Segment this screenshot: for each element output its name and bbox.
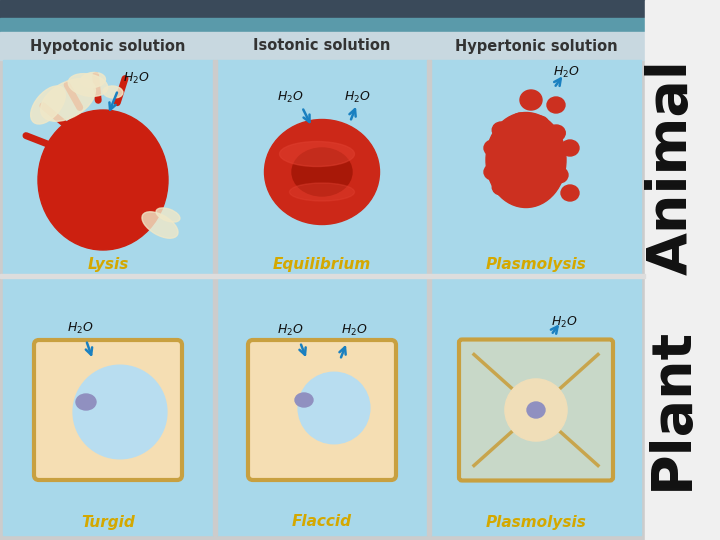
Bar	[217, 277, 427, 535]
Ellipse shape	[511, 113, 529, 129]
Text: $H_2O$: $H_2O$	[343, 90, 370, 105]
Text: Plasmolysis: Plasmolysis	[485, 258, 586, 273]
Ellipse shape	[40, 79, 96, 122]
Text: Hypotonic solution: Hypotonic solution	[30, 38, 186, 53]
Ellipse shape	[550, 167, 568, 183]
Bar	[3, 60, 213, 275]
Ellipse shape	[295, 393, 313, 407]
Bar	[431, 60, 641, 275]
Ellipse shape	[68, 73, 108, 96]
Ellipse shape	[264, 119, 379, 225]
Text: $H_2O$: $H_2O$	[67, 320, 94, 335]
Text: $H_2O$: $H_2O$	[551, 314, 577, 329]
Ellipse shape	[527, 402, 545, 418]
Ellipse shape	[484, 140, 502, 156]
Bar	[0, 274, 645, 278]
Text: $H_2O$: $H_2O$	[276, 90, 303, 105]
Ellipse shape	[38, 110, 168, 250]
FancyBboxPatch shape	[248, 340, 396, 480]
Ellipse shape	[156, 208, 180, 222]
Bar	[431, 277, 641, 535]
Text: Animal: Animal	[645, 59, 699, 275]
Ellipse shape	[484, 164, 502, 180]
Ellipse shape	[298, 372, 370, 444]
Ellipse shape	[31, 86, 66, 124]
Text: Flaccid: Flaccid	[292, 515, 352, 530]
Ellipse shape	[506, 188, 524, 204]
Ellipse shape	[492, 179, 510, 195]
Bar	[645, 0, 720, 540]
Bar	[3, 277, 213, 535]
Ellipse shape	[73, 365, 167, 459]
Bar	[217, 60, 427, 275]
FancyBboxPatch shape	[459, 340, 613, 481]
Text: $H_2O$: $H_2O$	[122, 70, 149, 85]
Ellipse shape	[81, 72, 105, 87]
Text: $H_2O$: $H_2O$	[553, 64, 580, 79]
Ellipse shape	[561, 140, 579, 156]
Bar	[0, 18, 645, 32]
Ellipse shape	[103, 86, 123, 98]
Ellipse shape	[531, 116, 549, 132]
Text: Plasmolysis: Plasmolysis	[485, 515, 586, 530]
Text: Plant: Plant	[645, 327, 699, 490]
Text: Hypertonic solution: Hypertonic solution	[455, 38, 617, 53]
Ellipse shape	[142, 212, 178, 238]
Ellipse shape	[76, 394, 96, 410]
Bar	[0, 32, 645, 60]
Ellipse shape	[547, 125, 565, 141]
FancyBboxPatch shape	[34, 340, 182, 480]
Bar	[427, 60, 431, 535]
Ellipse shape	[292, 148, 352, 196]
Ellipse shape	[536, 155, 554, 171]
Ellipse shape	[492, 122, 510, 138]
Text: Equilibrium: Equilibrium	[273, 258, 371, 273]
Text: Lysis: Lysis	[87, 258, 129, 273]
Ellipse shape	[547, 97, 565, 113]
Ellipse shape	[517, 146, 535, 162]
Ellipse shape	[486, 112, 566, 207]
Text: Turgid: Turgid	[81, 515, 135, 530]
Bar	[213, 60, 217, 535]
Ellipse shape	[289, 183, 354, 201]
Text: $H_2O$: $H_2O$	[276, 322, 303, 338]
Ellipse shape	[505, 379, 567, 441]
Ellipse shape	[561, 185, 579, 201]
Text: $H_2O$: $H_2O$	[341, 322, 367, 338]
Text: Isotonic solution: Isotonic solution	[253, 38, 391, 53]
Ellipse shape	[279, 141, 354, 166]
Ellipse shape	[520, 90, 542, 110]
Bar	[0, 0, 645, 18]
